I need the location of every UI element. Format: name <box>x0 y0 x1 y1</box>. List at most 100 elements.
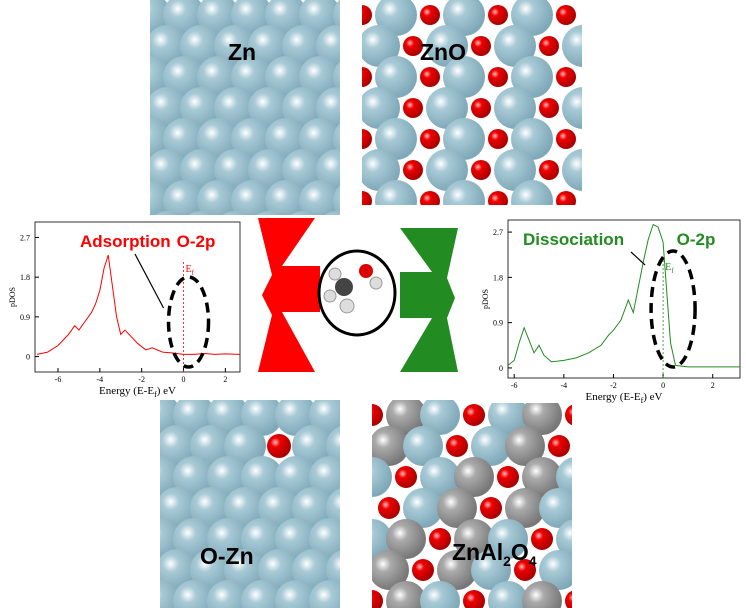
atom <box>362 67 372 87</box>
x-tick-label: -2 <box>610 381 617 390</box>
atom <box>292 425 334 467</box>
atom <box>505 488 545 528</box>
atom <box>454 457 494 497</box>
atom <box>258 487 300 529</box>
atom <box>299 56 340 98</box>
atom <box>556 129 576 149</box>
atom <box>494 25 536 67</box>
atom <box>267 434 291 458</box>
atom <box>214 25 256 67</box>
x-axis-label-part: Energy (E-E <box>585 391 640 403</box>
atom <box>403 488 443 528</box>
atom <box>494 87 536 129</box>
atom <box>275 518 317 560</box>
x-tick-label: -6 <box>55 375 62 384</box>
atom <box>241 456 283 498</box>
atom-group <box>150 0 392 253</box>
atom <box>556 191 576 205</box>
x-tick-label: -2 <box>138 375 145 384</box>
atom <box>471 550 511 590</box>
atom <box>514 559 536 581</box>
atom <box>173 518 215 560</box>
fermi-label-part: f <box>192 269 195 277</box>
x-axis-label-part: Energy (E-E <box>99 385 154 397</box>
y-tick-label: 2.7 <box>493 228 503 237</box>
atom <box>463 590 485 608</box>
atom <box>248 149 290 191</box>
atom <box>420 67 440 87</box>
atom <box>258 549 300 591</box>
atom <box>426 149 468 191</box>
atom-group <box>160 400 340 608</box>
atom <box>248 87 290 129</box>
atom <box>197 56 239 98</box>
y-tick-label: 0 <box>499 364 503 373</box>
data-line <box>36 254 241 355</box>
atom <box>372 457 392 497</box>
x-tick-label: -6 <box>511 381 518 390</box>
atom <box>488 191 508 205</box>
atom <box>420 581 460 608</box>
atom <box>539 36 559 56</box>
atom <box>573 550 613 590</box>
fermi-label-part: f <box>671 267 674 275</box>
x-axis-label-part: f <box>154 390 157 399</box>
atom <box>426 25 468 67</box>
atom <box>511 180 553 205</box>
atom <box>429 528 451 550</box>
y-tick-label: 0.9 <box>20 313 30 322</box>
atom <box>420 191 440 205</box>
atom <box>173 580 215 608</box>
atom <box>505 426 545 466</box>
annotation: O-2p <box>177 232 216 251</box>
atom <box>350 211 392 253</box>
panel-label: Zn <box>228 39 256 65</box>
atom <box>488 519 528 559</box>
atom <box>333 0 340 31</box>
atom <box>488 5 508 25</box>
atom <box>556 67 576 87</box>
atom <box>231 118 273 160</box>
atom <box>471 36 491 56</box>
atom <box>160 487 198 529</box>
atom <box>222 211 248 215</box>
atom <box>412 559 434 581</box>
atom <box>190 549 232 591</box>
atom <box>403 98 423 118</box>
atom <box>188 211 214 215</box>
atom <box>173 456 215 498</box>
atom <box>275 456 317 498</box>
atom <box>333 123 340 155</box>
atom <box>372 550 409 590</box>
data-line <box>507 223 740 368</box>
atom <box>531 528 553 550</box>
atom <box>160 549 198 591</box>
atom <box>358 211 400 253</box>
atom <box>150 87 188 129</box>
y-tick-label: 2.7 <box>20 233 30 242</box>
atom <box>372 590 383 608</box>
panel-label: O-Zn <box>200 543 254 569</box>
atom <box>163 56 205 98</box>
atom <box>420 457 460 497</box>
atom <box>556 5 576 25</box>
x-tick-label: 0 <box>182 375 186 384</box>
green-arrow <box>400 228 458 372</box>
atom <box>565 590 572 608</box>
atom <box>488 67 508 87</box>
atom <box>190 425 232 467</box>
atom <box>362 149 400 191</box>
y-tick-label: 0 <box>26 353 30 362</box>
atom <box>282 25 324 67</box>
atom <box>480 497 502 519</box>
atom <box>556 457 572 497</box>
molecule <box>317 249 397 337</box>
atom <box>241 580 283 608</box>
panel-label: ZnO <box>420 39 466 65</box>
atom <box>224 425 266 467</box>
x-tick-label: 2 <box>223 375 227 384</box>
atom <box>326 488 340 528</box>
atom <box>224 549 266 591</box>
atom <box>326 426 340 466</box>
atom <box>180 25 222 67</box>
